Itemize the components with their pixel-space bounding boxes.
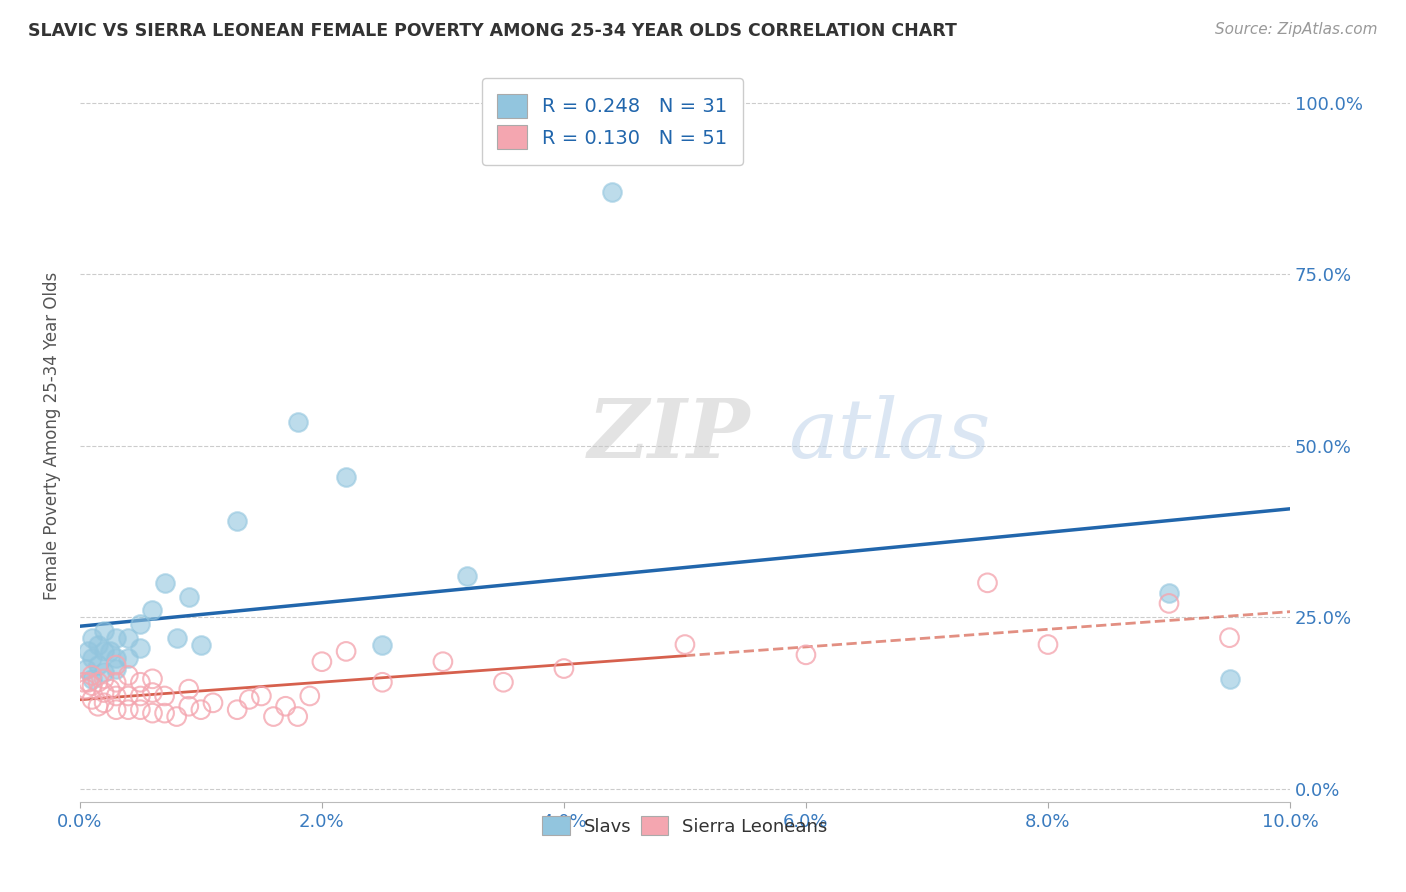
Point <box>117 689 139 703</box>
Point <box>87 658 110 673</box>
Point <box>976 575 998 590</box>
Point <box>129 640 152 655</box>
Point <box>117 631 139 645</box>
Text: Source: ZipAtlas.com: Source: ZipAtlas.com <box>1215 22 1378 37</box>
Point <box>80 672 103 686</box>
Point <box>238 692 260 706</box>
Point <box>456 569 478 583</box>
Point <box>80 651 103 665</box>
Point <box>77 644 100 658</box>
Point <box>141 603 163 617</box>
Point <box>311 655 333 669</box>
Point <box>93 665 115 679</box>
Point <box>117 668 139 682</box>
Point <box>250 689 273 703</box>
Point <box>80 631 103 645</box>
Point <box>75 661 97 675</box>
Point <box>105 703 128 717</box>
Point <box>274 699 297 714</box>
Point <box>80 692 103 706</box>
Point <box>75 682 97 697</box>
Point <box>335 469 357 483</box>
Point <box>93 644 115 658</box>
Point <box>492 675 515 690</box>
Point <box>129 689 152 703</box>
Point <box>371 638 394 652</box>
Point <box>1157 586 1180 600</box>
Point <box>141 706 163 720</box>
Point <box>177 699 200 714</box>
Point <box>226 514 249 528</box>
Point <box>77 675 100 690</box>
Point <box>87 675 110 690</box>
Y-axis label: Female Poverty Among 25-34 Year Olds: Female Poverty Among 25-34 Year Olds <box>44 271 60 599</box>
Point <box>87 638 110 652</box>
Point <box>105 661 128 675</box>
Legend: Slavs, Sierra Leoneans: Slavs, Sierra Leoneans <box>533 807 837 845</box>
Point <box>1157 596 1180 610</box>
Point <box>105 651 128 665</box>
Point <box>153 575 176 590</box>
Point <box>80 668 103 682</box>
Point <box>129 617 152 632</box>
Point <box>98 682 121 697</box>
Point <box>93 624 115 638</box>
Point <box>129 703 152 717</box>
Point <box>72 675 94 690</box>
Point <box>190 703 212 717</box>
Point <box>93 672 115 686</box>
Point <box>673 638 696 652</box>
Text: SLAVIC VS SIERRA LEONEAN FEMALE POVERTY AMONG 25-34 YEAR OLDS CORRELATION CHART: SLAVIC VS SIERRA LEONEAN FEMALE POVERTY … <box>28 22 957 40</box>
Text: atlas: atlas <box>787 395 990 475</box>
Point <box>117 651 139 665</box>
Point <box>226 703 249 717</box>
Point <box>553 661 575 675</box>
Point <box>794 648 817 662</box>
Point <box>80 679 103 693</box>
Point <box>287 709 309 723</box>
Point <box>201 696 224 710</box>
Point <box>1218 631 1240 645</box>
Point <box>153 689 176 703</box>
Text: ZIP: ZIP <box>588 395 751 475</box>
Point <box>141 672 163 686</box>
Point <box>87 699 110 714</box>
Point <box>105 689 128 703</box>
Point <box>117 703 139 717</box>
Point <box>177 682 200 697</box>
Point <box>98 644 121 658</box>
Point <box>177 590 200 604</box>
Point <box>263 709 285 723</box>
Point <box>166 631 188 645</box>
Point <box>153 706 176 720</box>
Point <box>105 631 128 645</box>
Point <box>287 415 309 429</box>
Point <box>1218 672 1240 686</box>
Point <box>335 644 357 658</box>
Point <box>141 685 163 699</box>
Point <box>166 709 188 723</box>
Point <box>190 638 212 652</box>
Point <box>105 675 128 690</box>
Point <box>602 185 624 199</box>
Point <box>432 655 454 669</box>
Point <box>93 685 115 699</box>
Point <box>1036 638 1059 652</box>
Point <box>129 675 152 690</box>
Point <box>105 658 128 673</box>
Point <box>371 675 394 690</box>
Point <box>93 696 115 710</box>
Point <box>298 689 321 703</box>
